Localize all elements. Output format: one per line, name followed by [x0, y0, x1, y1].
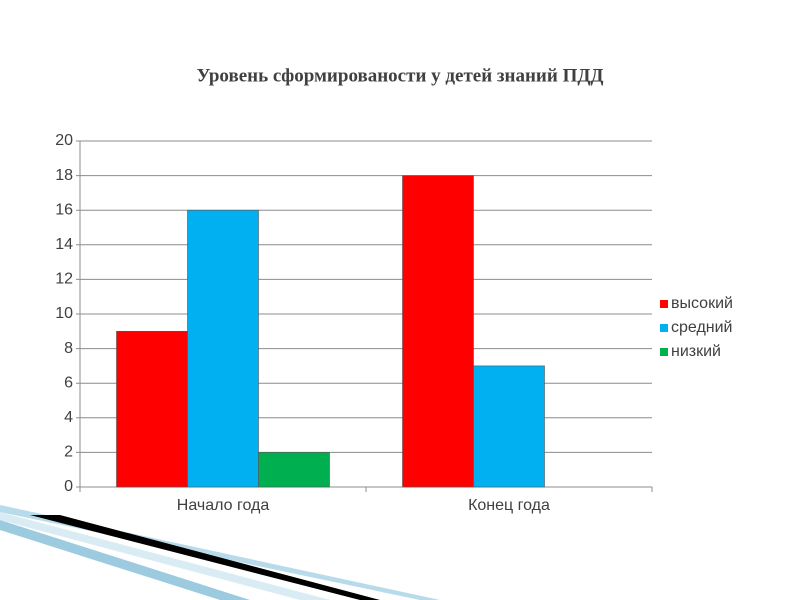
y-tick-label: 0 [64, 478, 73, 495]
legend-label: низкий [671, 343, 721, 360]
y-tick-label: 12 [55, 271, 73, 288]
x-tick-label: Начало года [177, 497, 270, 514]
y-tick-label: 18 [55, 167, 73, 184]
y-tick-label: 6 [64, 374, 73, 391]
legend-swatch [660, 324, 668, 332]
y-tick-label: 20 [55, 132, 73, 149]
legend-label: высокий [671, 295, 733, 312]
x-tick-label: Конец года [468, 497, 550, 514]
legend-swatch [660, 348, 668, 356]
legend-label: средний [671, 319, 733, 336]
y-tick-label: 4 [64, 409, 73, 426]
legend-swatch [660, 300, 668, 308]
y-tick-label: 8 [64, 340, 73, 357]
y-tick-label: 2 [64, 444, 73, 461]
chart-title: Уровень сформированости у детей знаний П… [196, 65, 603, 86]
bar [402, 175, 474, 488]
y-tick-label: 16 [55, 201, 73, 218]
bar [116, 330, 188, 488]
y-tick-label: 10 [55, 305, 73, 322]
bar [473, 365, 545, 488]
bar [187, 209, 259, 488]
bar [258, 452, 330, 488]
y-tick-label: 14 [55, 236, 73, 253]
decoration [0, 505, 440, 600]
